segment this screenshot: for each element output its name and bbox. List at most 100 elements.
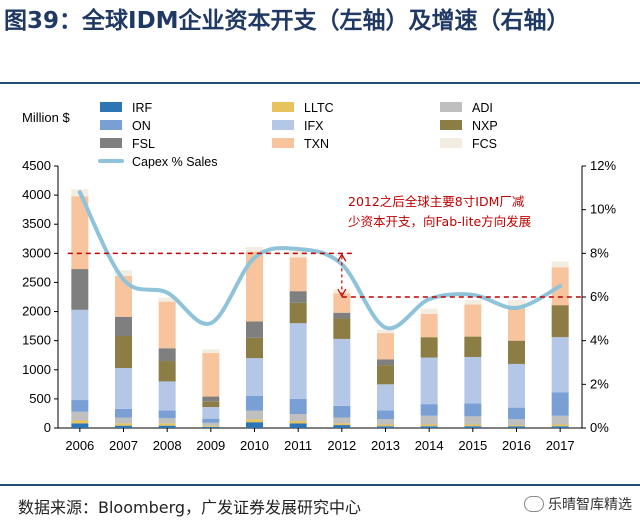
- x-tick-label: 2013: [371, 438, 400, 453]
- bar-segment-irf: [464, 426, 482, 428]
- bar-segment-fsl: [202, 396, 220, 402]
- bar-segment-irf: [333, 425, 351, 428]
- legend-label-lltc: LLTC: [304, 101, 334, 115]
- bar-segment-ifx: [289, 323, 307, 399]
- bar-segment-adi: [508, 419, 525, 426]
- bar-segment-adi: [202, 422, 220, 426]
- bar-segment-ifx: [246, 358, 263, 396]
- bar-segment-fcs: [202, 349, 220, 353]
- bar-segment-fcs: [333, 289, 351, 294]
- annotation-arrow-head-down: [337, 288, 347, 298]
- source-note: 数据来源：Bloomberg，广发证券发展研究中心: [18, 498, 362, 517]
- legend-label-irf: IRF: [132, 101, 153, 115]
- bar-segment-ifx: [158, 381, 176, 411]
- bar-segment-ifx: [551, 337, 569, 393]
- bar-segment-lltc: [71, 420, 89, 424]
- bar-segment-txn: [115, 276, 132, 317]
- y2-tick-label: 2%: [590, 376, 609, 391]
- legend-label-capex: Capex % Sales: [132, 155, 217, 169]
- bar-segment-ifx: [71, 309, 89, 401]
- x-tick-label: 2016: [502, 438, 531, 453]
- bar-segment-fsl: [377, 359, 394, 366]
- bar-segment-fcs: [115, 270, 132, 277]
- bar-segment-fcs: [420, 308, 438, 314]
- y-tick-label: 3000: [22, 245, 51, 260]
- bar-segment-adi: [289, 414, 307, 422]
- bar-segment-lltc: [289, 421, 307, 424]
- legend-swatch-txn: [272, 138, 294, 148]
- bar-segment-fcs: [289, 247, 307, 258]
- bar-segment-fcs: [377, 329, 394, 334]
- bar-segment-irf: [115, 425, 132, 428]
- bar-segment-on: [158, 410, 176, 419]
- bar-segment-on: [377, 410, 394, 420]
- bar-segment-fcs: [158, 297, 176, 302]
- bar-segment-txn: [71, 196, 89, 270]
- x-tick-label: 2007: [109, 438, 138, 453]
- bar-segment-txn: [508, 305, 525, 341]
- bar-segment-lltc: [508, 425, 525, 427]
- title-divider: [0, 82, 640, 84]
- bar-segment-adi: [551, 415, 569, 425]
- bar-segment-fsl: [158, 348, 176, 362]
- y-tick-label: 2500: [22, 274, 51, 289]
- legend-swatch-adi: [440, 102, 462, 112]
- bar-segment-on: [333, 405, 351, 418]
- bar-segment-irf: [71, 423, 89, 428]
- x-tick-label: 2006: [65, 438, 94, 453]
- bar-segment-on: [464, 403, 482, 417]
- bar-segment-adi: [158, 418, 176, 424]
- y-tick-label: 1500: [22, 333, 51, 348]
- x-tick-label: 2008: [153, 438, 182, 453]
- bar-segment-on: [246, 395, 263, 411]
- x-tick-label: 2011: [284, 438, 312, 453]
- bar-segment-irf: [420, 426, 438, 428]
- capex-sales-line: [77, 190, 563, 331]
- y-tick-label: 4500: [22, 158, 51, 173]
- bar-segment-ifx: [420, 357, 438, 405]
- bar-segment-nxp: [115, 336, 132, 369]
- bar-segment-nxp: [420, 337, 438, 358]
- bar-segment-txn: [202, 352, 220, 397]
- y-tick-label: 0: [44, 420, 51, 435]
- bar-segment-txn: [289, 257, 307, 292]
- bar-segment-fcs: [508, 299, 525, 306]
- bar-segment-on: [289, 398, 307, 415]
- bar-segment-on: [202, 418, 220, 423]
- x-tick-label: 2014: [415, 438, 444, 453]
- figure-title: 图39：全球IDM企业资本开支（左轴）及增速（右轴）: [4, 8, 570, 34]
- legend-swatch-nxp: [440, 120, 462, 130]
- bar-segment-irf: [289, 423, 307, 428]
- bar-segment-irf: [508, 426, 525, 428]
- bar-segment-txn: [333, 293, 351, 313]
- y-tick-label: 3500: [22, 216, 51, 231]
- bar-segment-nxp: [158, 361, 176, 382]
- annotation-text-line2: 少资本开支，向Fab-lite方向发展: [348, 214, 531, 229]
- bar-segment-ifx: [115, 368, 132, 409]
- bar-segment-adi: [464, 416, 482, 425]
- legend-label-ifx: IFX: [304, 119, 324, 133]
- legend-label-txn: TXN: [304, 137, 329, 151]
- bar-segment-adi: [333, 417, 351, 424]
- legend-label-on: ON: [132, 119, 151, 133]
- bar-segment-nxp: [464, 336, 482, 357]
- bar-segment-ifx: [333, 338, 351, 406]
- y2-tick-label: 8%: [590, 245, 609, 260]
- y2-tick-label: 0%: [590, 420, 609, 435]
- bar-segment-nxp: [508, 340, 525, 364]
- bar-segment-ifx: [377, 384, 394, 411]
- annotation-text-line1: 2012之后全球主要8寸IDM厂减: [348, 194, 525, 209]
- bar-segment-nxp: [289, 302, 307, 324]
- bar-segment-irf: [246, 422, 263, 428]
- x-tick-label: 2009: [196, 438, 225, 453]
- bar-segment-fcs: [464, 299, 482, 305]
- bar-segment-txn: [420, 313, 438, 338]
- annotation-arrow-head-up: [337, 253, 347, 262]
- y-tick-label: 4000: [22, 187, 51, 202]
- bar-segment-nxp: [333, 318, 351, 339]
- bar-segment-txn: [377, 333, 394, 360]
- y-tick-label: 500: [29, 391, 51, 406]
- bar-segment-on: [115, 408, 132, 418]
- bar-segment-adi: [420, 415, 438, 425]
